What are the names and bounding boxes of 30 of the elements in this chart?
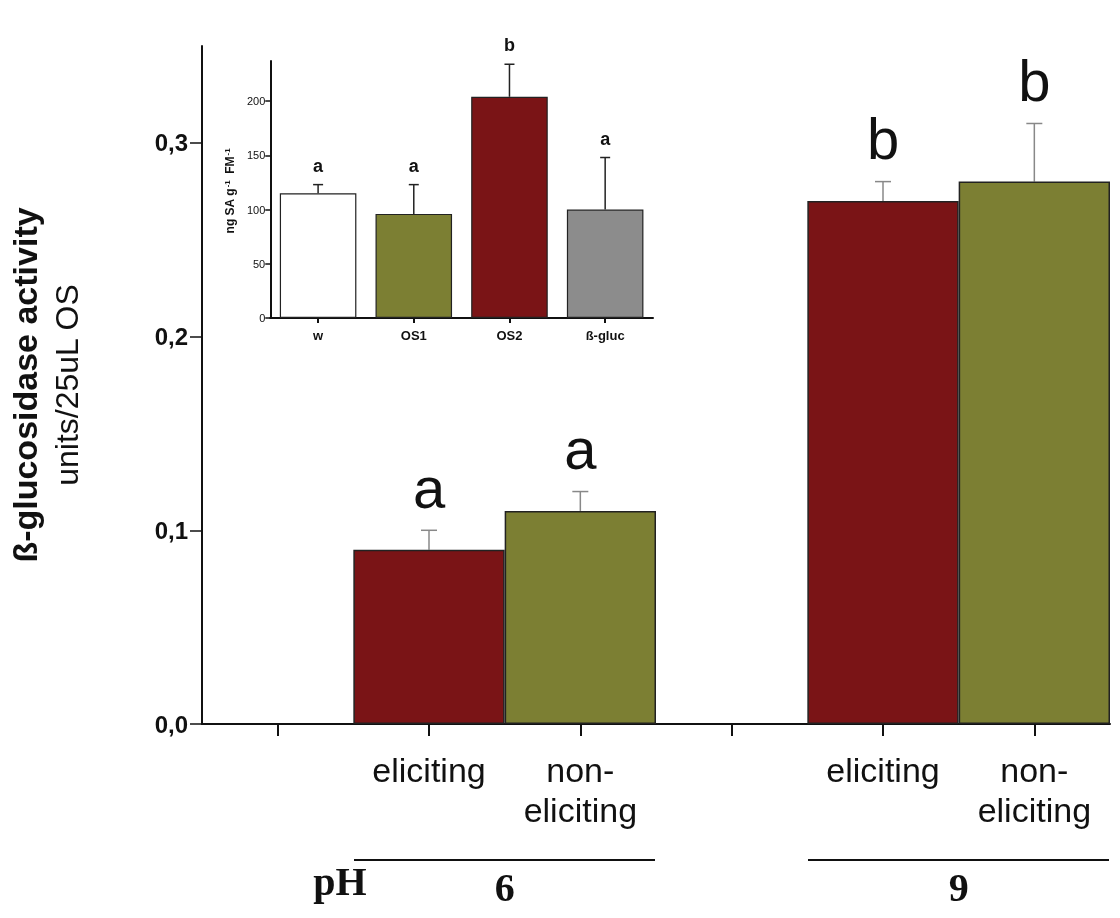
x-tick-label: non-eliciting (977, 751, 1092, 829)
y-tick-label: 0,0 (154, 710, 188, 738)
x-tick-label: ß-gluc (585, 327, 625, 343)
x-tick-label: w (312, 327, 325, 343)
y-axis-title: ß-glucosidase activity units/25uL OS (6, 207, 85, 563)
text: 6 (494, 864, 515, 910)
annotation: a (313, 155, 325, 176)
y-tick-label: 100 (246, 203, 266, 216)
annotation: b (866, 106, 900, 172)
y-tick-label: 0,2 (154, 323, 188, 351)
annotation: a (600, 128, 612, 149)
x-axis-title: pH (313, 858, 367, 904)
y-tick-label: 0,3 (154, 129, 188, 157)
x-tick-label: OS1 (400, 327, 427, 343)
y-tick-label: 150 (246, 149, 266, 162)
y-tick-label: 0,1 (154, 516, 188, 544)
x-tick-label: non-eliciting (523, 751, 638, 829)
annotation: b (1018, 47, 1051, 113)
text: 9 (948, 864, 969, 910)
x-tick-label: eliciting (372, 751, 486, 789)
x-tick-label: OS2 (496, 327, 523, 343)
x-tick-label: eliciting (826, 751, 940, 789)
annotation: b (503, 35, 515, 56)
annotation: a (564, 416, 598, 482)
annotation: a (412, 454, 446, 520)
y-tick-label: 50 (253, 257, 266, 270)
y-tick-label: 0 (259, 312, 266, 324)
y-tick-label: 200 (246, 95, 266, 108)
annotation: a (408, 155, 420, 176)
y-axis-title: ng SA g-1 FM-1 (222, 147, 237, 234)
